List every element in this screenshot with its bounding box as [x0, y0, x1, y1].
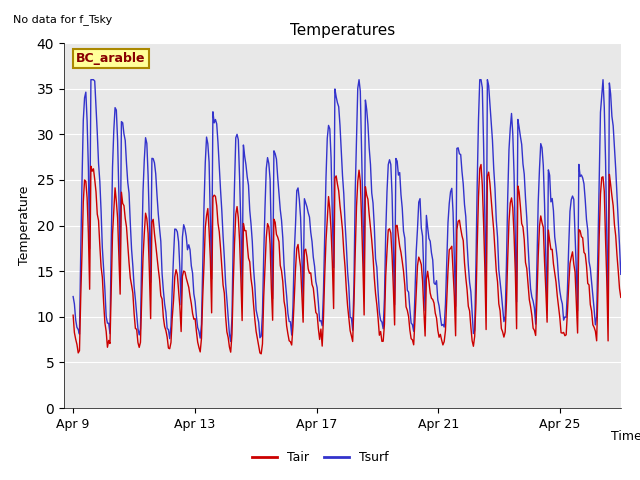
Y-axis label: Temperature: Temperature	[18, 186, 31, 265]
Title: Temperatures: Temperatures	[290, 23, 395, 38]
Text: BC_arable: BC_arable	[76, 52, 146, 65]
Text: No data for f_Tsky: No data for f_Tsky	[13, 14, 112, 25]
X-axis label: Time: Time	[611, 430, 640, 443]
Legend: Tair, Tsurf: Tair, Tsurf	[246, 446, 394, 469]
